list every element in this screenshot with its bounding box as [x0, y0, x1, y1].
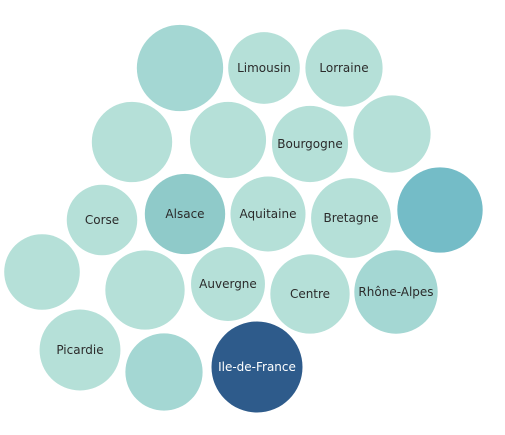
bubble-circle[interactable] — [305, 29, 383, 107]
bubble-centre[interactable]: Centre — [270, 254, 350, 334]
bubble-circle[interactable] — [211, 321, 303, 413]
bubble-circle[interactable] — [144, 173, 226, 255]
bubble-unlabeled-3[interactable] — [91, 101, 173, 183]
bubble-circle[interactable] — [230, 176, 306, 252]
bubble-bourgogne[interactable]: Bourgogne — [271, 105, 349, 183]
bubble-circle[interactable] — [105, 250, 185, 330]
bubble-picardie[interactable]: Picardie — [39, 309, 121, 391]
bubble-circle[interactable] — [66, 184, 138, 256]
bubble-circle[interactable] — [125, 333, 203, 411]
bubble-circle[interactable] — [91, 101, 173, 183]
bubble-circle[interactable] — [4, 234, 80, 310]
bubble-circle[interactable] — [397, 167, 483, 253]
bubble-circle[interactable] — [191, 247, 265, 321]
bubble-rh-ne-alpes[interactable]: Rhône-Alpes — [354, 250, 438, 334]
bubble-circle[interactable] — [311, 178, 391, 258]
bubble-unlabeled-4[interactable] — [189, 101, 267, 179]
bubble-auvergne[interactable]: Auvergne — [191, 247, 265, 321]
bubble-unlabeled-11[interactable] — [397, 167, 483, 253]
bubble-limousin[interactable]: Limousin — [228, 32, 300, 104]
bubble-aquitaine[interactable]: Aquitaine — [230, 176, 306, 252]
bubble-alsace[interactable]: Alsace — [144, 173, 226, 255]
bubble-circle[interactable] — [228, 32, 300, 104]
bubble-circle[interactable] — [136, 24, 224, 112]
bubble-unlabeled-13[interactable] — [105, 250, 185, 330]
bubble-circle[interactable] — [353, 95, 431, 173]
bubble-circle[interactable] — [189, 101, 267, 179]
bubble-bretagne[interactable]: Bretagne — [311, 178, 391, 258]
bubble-circle[interactable] — [271, 105, 349, 183]
bubble-circle[interactable] — [270, 254, 350, 334]
bubble-unlabeled-18[interactable] — [125, 333, 203, 411]
bubble-circle[interactable] — [354, 250, 438, 334]
bubble-corse[interactable]: Corse — [66, 184, 138, 256]
bubble-unlabeled-6[interactable] — [353, 95, 431, 173]
bubble-lorraine[interactable]: Lorraine — [305, 29, 383, 107]
bubble-ile-de-france[interactable]: Ile-de-France — [211, 321, 303, 413]
bubble-unlabeled-12[interactable] — [4, 234, 80, 310]
bubble-unlabeled-0[interactable] — [136, 24, 224, 112]
bubble-circle[interactable] — [39, 309, 121, 391]
